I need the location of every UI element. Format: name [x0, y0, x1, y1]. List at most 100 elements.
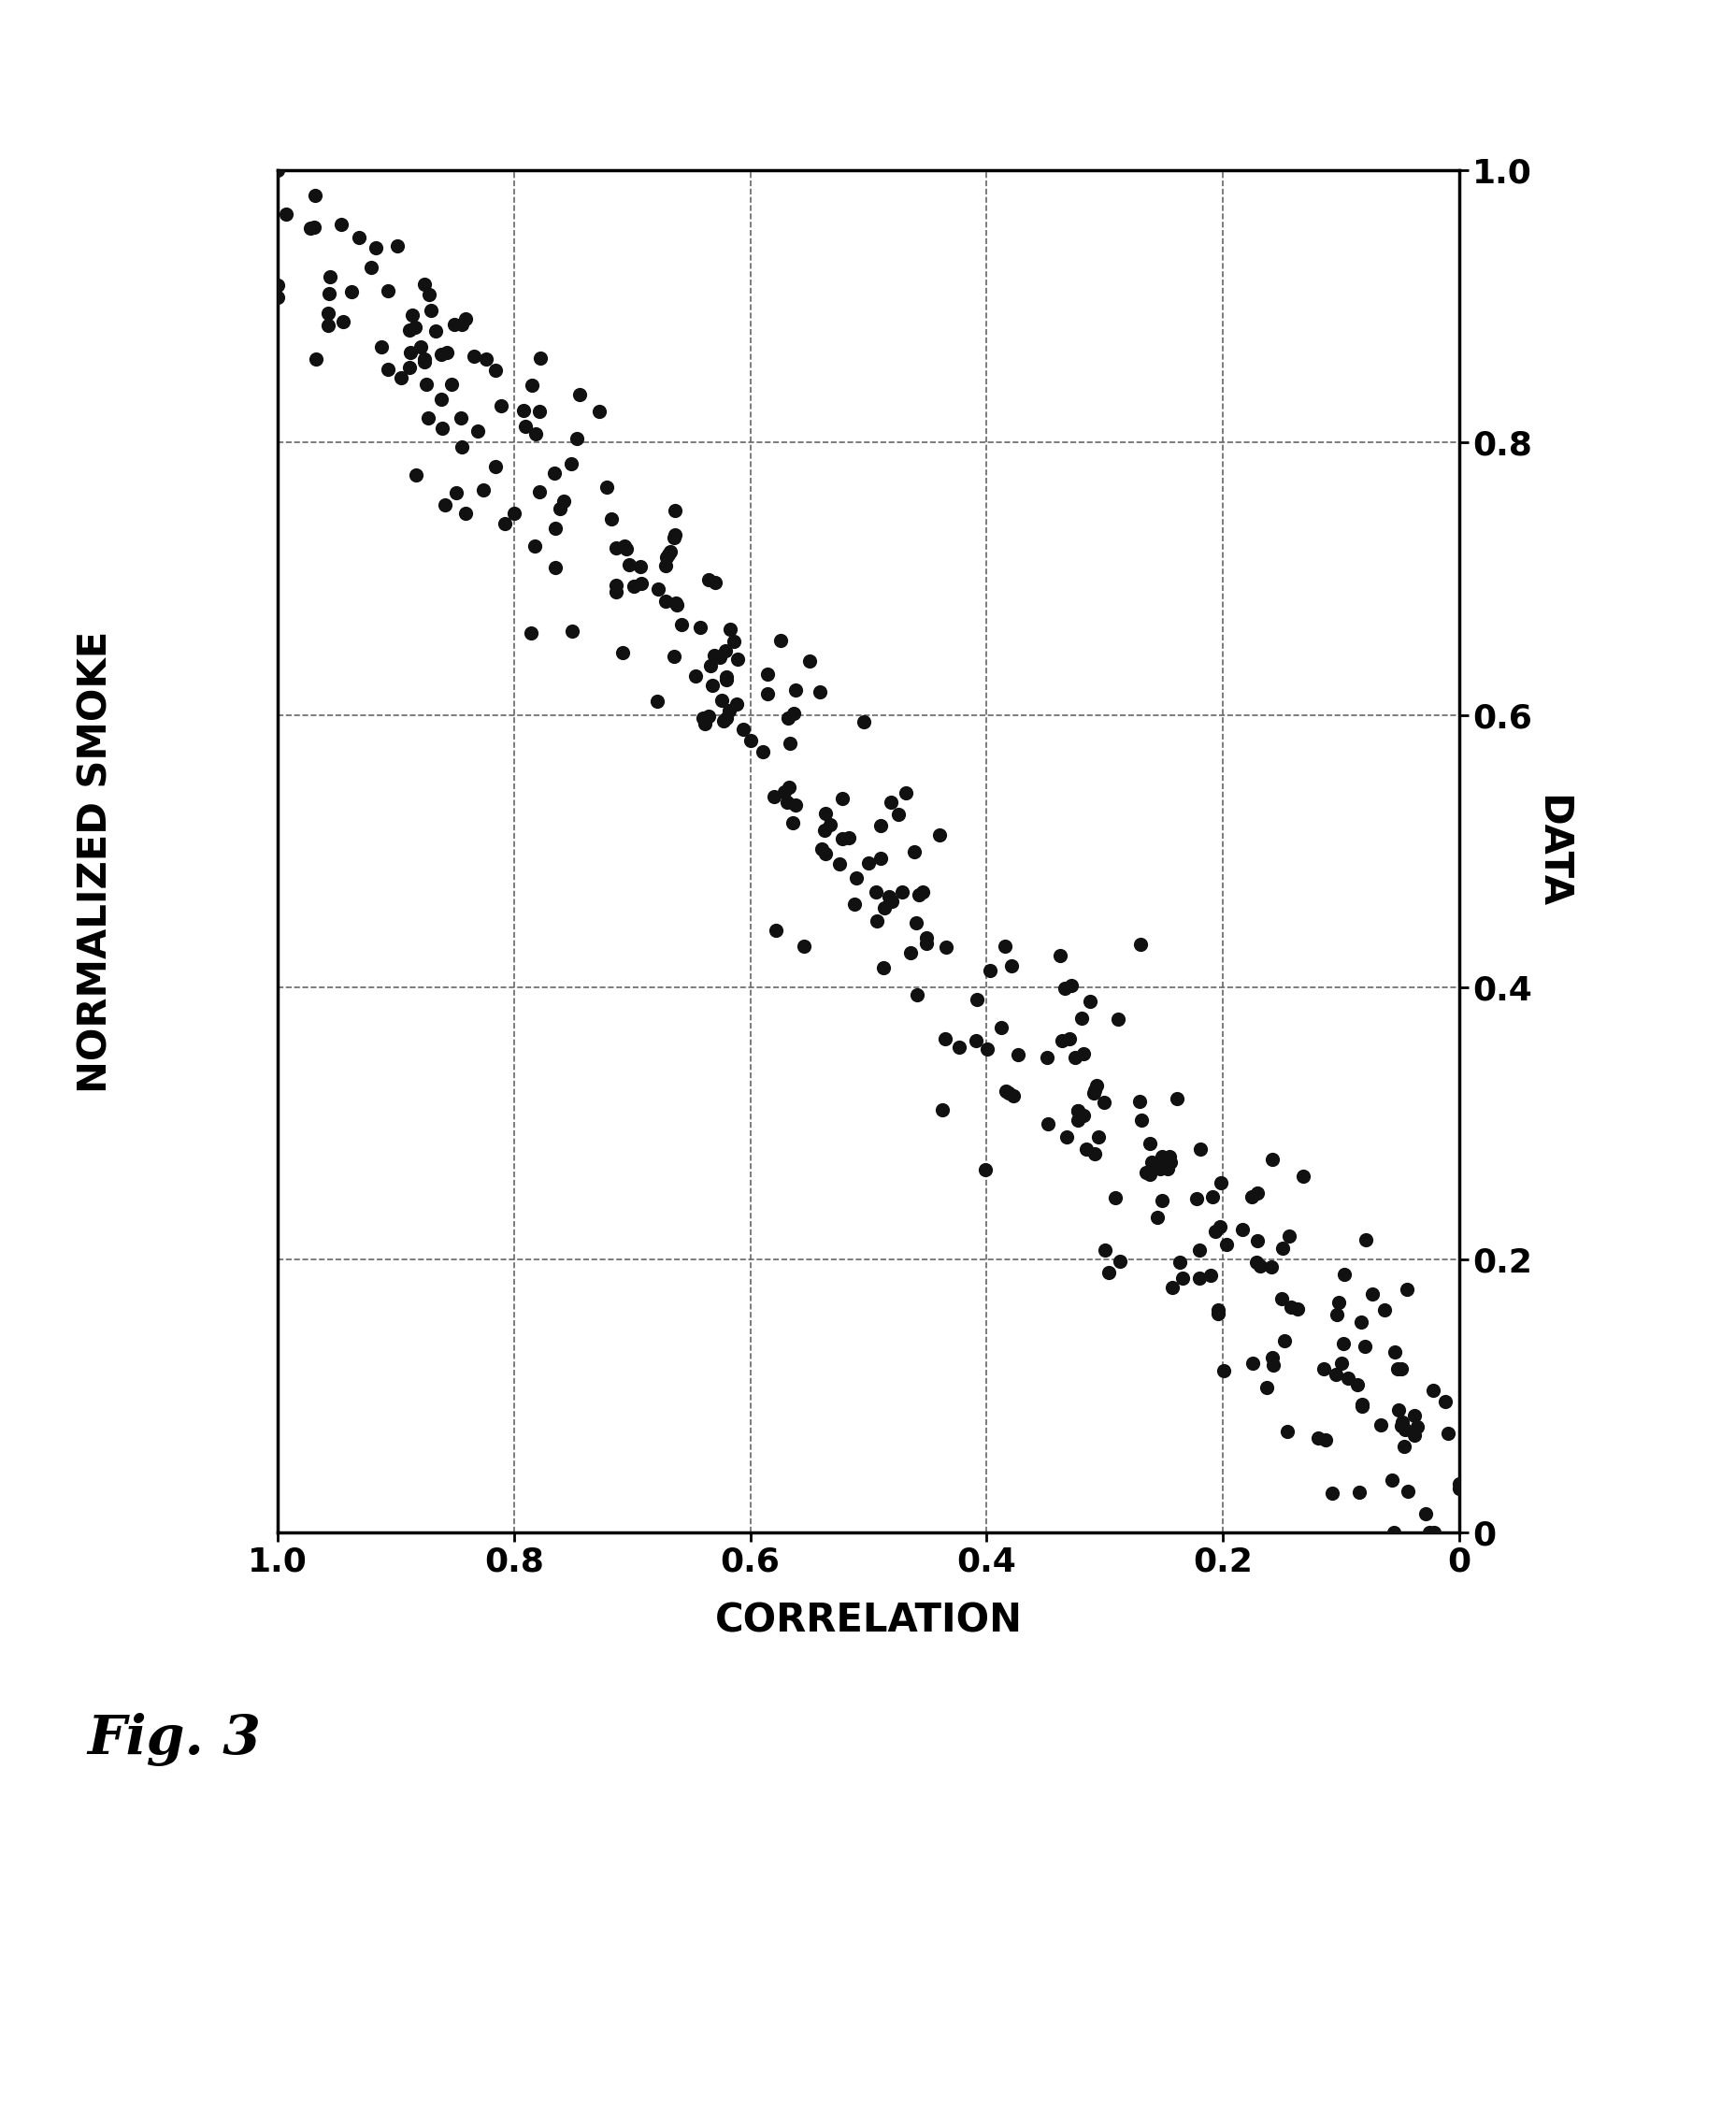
- Point: [517, 617, 545, 651]
- Point: [790, 928, 818, 962]
- Point: [1033, 1041, 1061, 1075]
- Point: [1227, 1213, 1255, 1247]
- Point: [264, 281, 292, 315]
- Point: [1203, 1296, 1231, 1330]
- Point: [722, 687, 750, 721]
- Point: [753, 677, 781, 711]
- Point: [653, 541, 681, 575]
- Point: [660, 517, 687, 551]
- Point: [816, 809, 844, 843]
- Point: [469, 472, 496, 506]
- Point: [464, 415, 491, 449]
- Point: [1377, 1464, 1404, 1498]
- Point: [613, 532, 641, 566]
- Point: [1243, 1224, 1271, 1258]
- Point: [1345, 1475, 1373, 1509]
- Point: [396, 336, 424, 370]
- Point: [316, 260, 344, 294]
- Point: [863, 904, 891, 938]
- Point: [1347, 1304, 1375, 1339]
- Point: [609, 530, 637, 564]
- Point: [1444, 1470, 1472, 1504]
- Point: [712, 634, 740, 668]
- Point: [1323, 1298, 1351, 1332]
- Point: [422, 315, 450, 349]
- Point: [1430, 1385, 1458, 1419]
- Point: [1344, 1368, 1371, 1402]
- Point: [542, 511, 569, 545]
- Point: [1321, 1358, 1349, 1392]
- Point: [930, 1021, 958, 1055]
- Point: [602, 575, 630, 609]
- Point: [1384, 1351, 1411, 1385]
- Point: [1415, 1515, 1443, 1549]
- Point: [460, 338, 488, 372]
- Point: [710, 704, 738, 738]
- Point: [1069, 1098, 1097, 1132]
- Point: [811, 836, 838, 870]
- Point: [356, 251, 384, 285]
- Point: [562, 421, 590, 455]
- Point: [1276, 1290, 1304, 1324]
- Point: [691, 706, 719, 741]
- Point: [866, 809, 894, 843]
- Point: [776, 726, 804, 760]
- Point: [806, 675, 833, 709]
- Point: [559, 615, 587, 649]
- Point: [472, 343, 500, 377]
- Point: [1333, 1362, 1361, 1396]
- Point: [828, 821, 856, 855]
- Point: [1399, 1417, 1427, 1451]
- Point: [264, 153, 292, 187]
- Point: [396, 313, 424, 347]
- Point: [875, 879, 903, 913]
- Point: [1380, 1334, 1408, 1368]
- Point: [398, 298, 425, 332]
- Point: [976, 953, 1003, 987]
- Point: [1186, 1132, 1213, 1166]
- Point: [1047, 1024, 1075, 1058]
- Point: [1387, 1404, 1415, 1439]
- Point: [748, 734, 776, 768]
- Point: [1347, 1390, 1375, 1424]
- Point: [1153, 1151, 1180, 1185]
- Point: [715, 694, 743, 728]
- Point: [517, 368, 545, 402]
- Point: [521, 530, 549, 564]
- Point: [615, 547, 642, 581]
- Point: [429, 411, 457, 445]
- Point: [488, 389, 516, 423]
- Point: [911, 921, 939, 955]
- Point: [300, 211, 328, 245]
- Point: [1370, 1292, 1397, 1326]
- Point: [1269, 1324, 1297, 1358]
- Point: [1050, 972, 1078, 1007]
- Point: [753, 658, 781, 692]
- Point: [500, 496, 528, 530]
- Point: [1080, 1077, 1108, 1111]
- Point: [661, 585, 689, 619]
- Point: [264, 268, 292, 302]
- Point: [1061, 1041, 1088, 1075]
- Point: [427, 336, 455, 370]
- Point: [689, 700, 717, 734]
- Point: [1132, 1156, 1160, 1190]
- Point: [904, 879, 932, 913]
- Point: [1394, 1475, 1422, 1509]
- Point: [410, 345, 437, 379]
- Point: [608, 636, 635, 670]
- Point: [870, 951, 898, 985]
- Point: [762, 913, 790, 947]
- Point: [1076, 985, 1104, 1019]
- Point: [314, 296, 342, 330]
- Point: [927, 1092, 955, 1126]
- Point: [642, 685, 670, 719]
- Point: [781, 787, 809, 821]
- Point: [396, 351, 424, 385]
- Point: [995, 1077, 1023, 1111]
- Point: [651, 583, 679, 617]
- Point: [602, 568, 630, 602]
- Point: [1283, 1292, 1311, 1326]
- Point: [540, 455, 568, 489]
- Point: [620, 570, 648, 604]
